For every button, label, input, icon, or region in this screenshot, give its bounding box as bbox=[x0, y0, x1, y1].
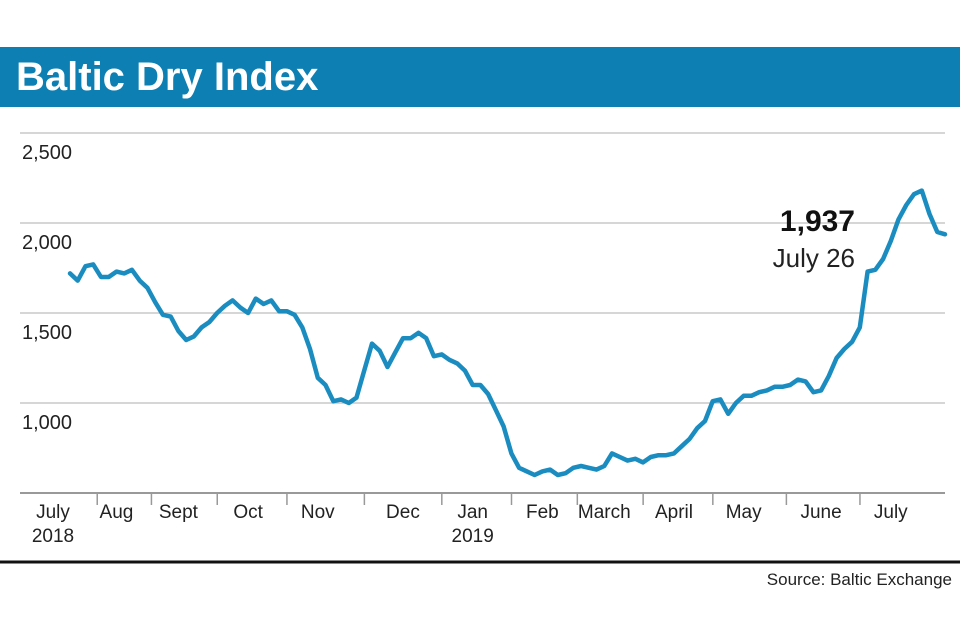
y-tick-label: 2,500 bbox=[22, 142, 72, 164]
x-tick-label: May bbox=[725, 502, 762, 523]
x-tick-label: Oct bbox=[233, 502, 263, 523]
x-tick-label: Sept bbox=[158, 502, 198, 523]
x-tick-label: April bbox=[654, 502, 693, 523]
x-tick-label: Feb bbox=[525, 502, 559, 523]
y-tick-label: 1,000 bbox=[22, 412, 72, 434]
x-tick-label: July 2018 bbox=[31, 502, 75, 547]
series-line bbox=[67, 188, 948, 478]
source: Source: Baltic Exchange bbox=[766, 570, 952, 589]
x-tick-label: Dec bbox=[386, 502, 420, 523]
x-tick-label: Aug bbox=[99, 502, 134, 523]
annotation-value: 1,937 bbox=[780, 205, 855, 238]
x-tick-label: Nov bbox=[300, 502, 335, 523]
y-tick-label: 1,500 bbox=[22, 322, 72, 344]
title-bar: Baltic Dry Index bbox=[0, 47, 960, 107]
x-tick-label: March bbox=[577, 502, 631, 523]
x-tick-label: Jan 2019 bbox=[451, 502, 494, 547]
annotation-date: July 26 bbox=[773, 243, 855, 273]
chart-title: Baltic Dry Index bbox=[16, 55, 319, 99]
x-tick-label: June bbox=[800, 502, 842, 523]
y-tick-label: 2,000 bbox=[22, 232, 72, 254]
x-tick-label: July bbox=[873, 502, 908, 523]
